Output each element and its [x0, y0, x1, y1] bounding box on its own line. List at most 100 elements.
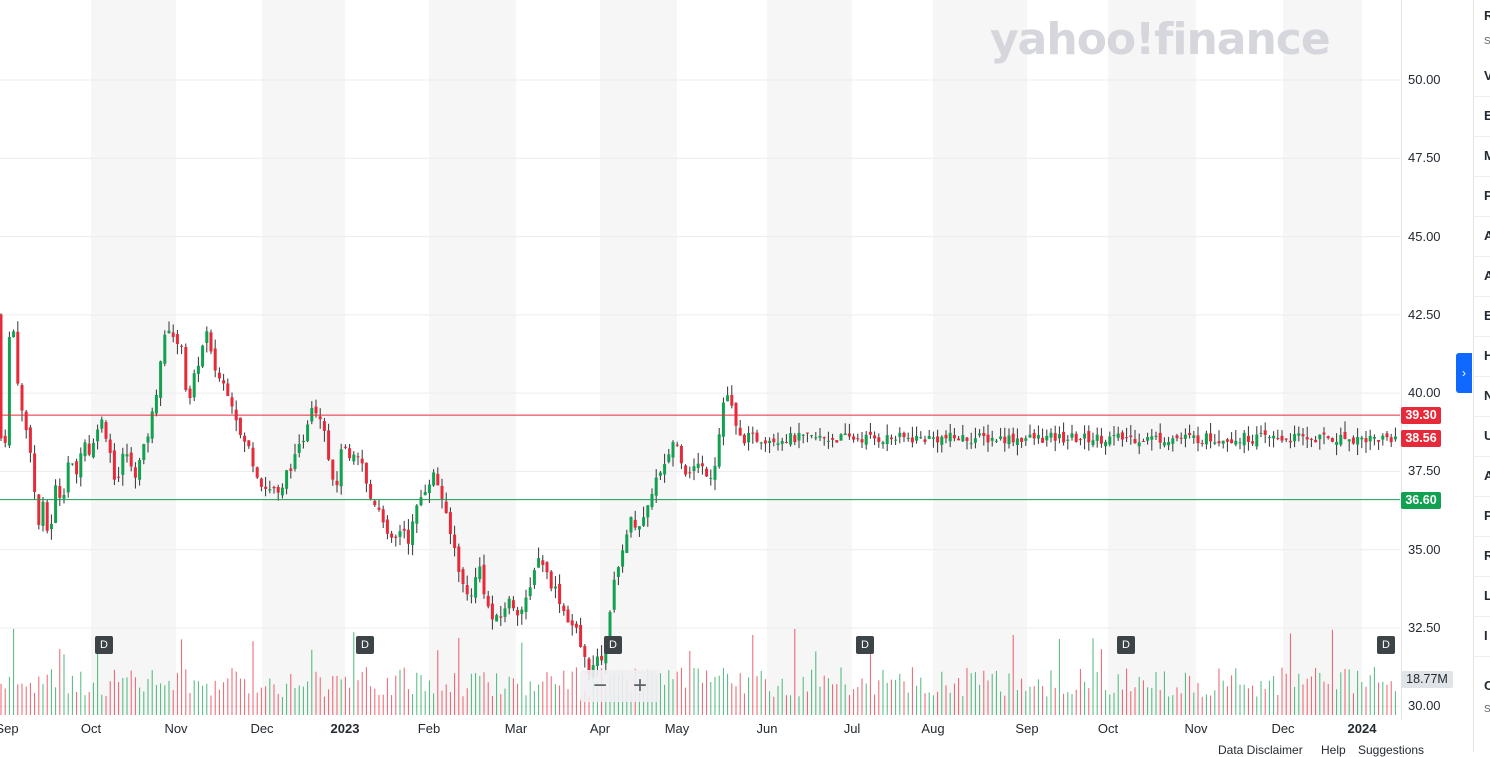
candle-body [847, 433, 851, 437]
data-disclaimer-link[interactable]: Data Disclaimer [1218, 743, 1303, 757]
quote-stat-label: C [1484, 678, 1490, 693]
candle-body [213, 348, 217, 371]
zoom-in-button[interactable]: + [632, 672, 647, 699]
dividend-marker[interactable]: D [1377, 636, 1395, 654]
candle-body [24, 411, 28, 431]
candle-body [927, 435, 931, 439]
candle-body [1326, 436, 1330, 439]
candle-body [768, 440, 772, 443]
zoom-out-button[interactable]: − [592, 672, 607, 699]
candle-body [1104, 441, 1108, 447]
candle-body [948, 432, 952, 442]
candle-body [83, 442, 87, 457]
candle-body [625, 534, 629, 553]
quote-stat-label: P [1484, 188, 1490, 203]
zoom-controls: − + [580, 670, 660, 702]
candle-body [1011, 433, 1015, 443]
candle-body [940, 436, 944, 445]
candle-body [1335, 441, 1339, 445]
x-tick-label: May [664, 721, 690, 736]
candle-body [390, 533, 394, 538]
candle-body [280, 487, 284, 496]
candle-body [1351, 437, 1355, 444]
candle-body [915, 436, 919, 441]
candle-body [684, 465, 688, 475]
candle-body [226, 383, 230, 397]
candlestick-chart [0, 0, 1400, 715]
candle-body [159, 361, 163, 398]
candle-body [1041, 437, 1045, 443]
candle-body [58, 485, 62, 498]
month-band [767, 0, 852, 715]
candle-body [1343, 431, 1347, 439]
candle-body [784, 441, 788, 443]
candle-body [1137, 442, 1141, 447]
quote-stat-label: R [1484, 548, 1490, 563]
candle-body [969, 443, 973, 445]
candle-body [587, 658, 591, 675]
quote-stat-label: A [1484, 468, 1490, 483]
candle-body [1347, 439, 1351, 442]
candle-body [1057, 434, 1061, 439]
candle-body [3, 435, 7, 443]
candle-body [688, 472, 692, 474]
candle-body [906, 437, 910, 439]
y-axis: 50.00 47.50 45.00 42.50 40.00 37.50 35.00 32.50… [1401, 0, 1474, 720]
candle-body [453, 534, 457, 549]
candle-body [16, 331, 20, 384]
candle-body [259, 478, 263, 487]
candle-body [377, 507, 381, 510]
candle-body [549, 571, 553, 589]
help-link[interactable]: Help [1321, 743, 1346, 757]
candle-body [1167, 442, 1171, 446]
candle-body [532, 570, 536, 585]
dividend-marker[interactable]: D [604, 636, 622, 654]
candle-body [910, 437, 914, 443]
candle-body [1078, 439, 1082, 441]
candle-body [87, 443, 91, 455]
candle-body [7, 337, 11, 446]
candle-body [616, 567, 620, 577]
chart-plot-area[interactable]: yahoo!finance − + [0, 0, 1400, 715]
candle-body [1393, 436, 1397, 440]
candle-body [1356, 436, 1360, 445]
candle-body [528, 587, 532, 597]
panel-toggle-chevron-icon[interactable]: › [1456, 353, 1472, 393]
candle-body [1074, 433, 1078, 442]
quote-stat-label: P [1484, 508, 1490, 523]
candle-body [150, 411, 154, 439]
candle-body [1062, 431, 1066, 443]
candle-body [100, 419, 104, 429]
candle-body [419, 497, 423, 506]
candle-body [776, 443, 780, 445]
candle-body [1146, 437, 1150, 441]
candle-body [637, 526, 641, 530]
candle-body [1087, 430, 1091, 443]
candle-body [1251, 441, 1255, 444]
candle-body [1360, 437, 1364, 440]
dividend-marker[interactable]: D [95, 636, 113, 654]
candle-body [112, 450, 116, 480]
candle-body [314, 406, 318, 414]
candle-body [1213, 442, 1217, 444]
quote-stat-label: N [1484, 388, 1490, 403]
candle-body [1192, 435, 1196, 438]
candle-body [465, 585, 469, 595]
candle-body [1112, 435, 1116, 437]
candle-body [923, 439, 927, 442]
candle-body [364, 462, 368, 484]
y-tick-label: 35.00 [1408, 541, 1441, 557]
candle-body [444, 501, 448, 514]
quote-stat-label: M [1484, 148, 1490, 163]
dividend-marker[interactable]: D [856, 636, 874, 654]
dividend-marker[interactable]: D [1117, 636, 1135, 654]
volume-tag: 18.77M [1401, 671, 1453, 688]
candle-body [973, 438, 977, 443]
candle-body [1171, 438, 1175, 444]
suggestions-link[interactable]: Suggestions [1358, 743, 1425, 757]
x-tick-label: 2024 [1347, 721, 1377, 736]
month-band [1283, 0, 1362, 715]
dividend-marker[interactable]: D [356, 636, 374, 654]
candle-body [1284, 438, 1288, 440]
candle-body [978, 433, 982, 436]
